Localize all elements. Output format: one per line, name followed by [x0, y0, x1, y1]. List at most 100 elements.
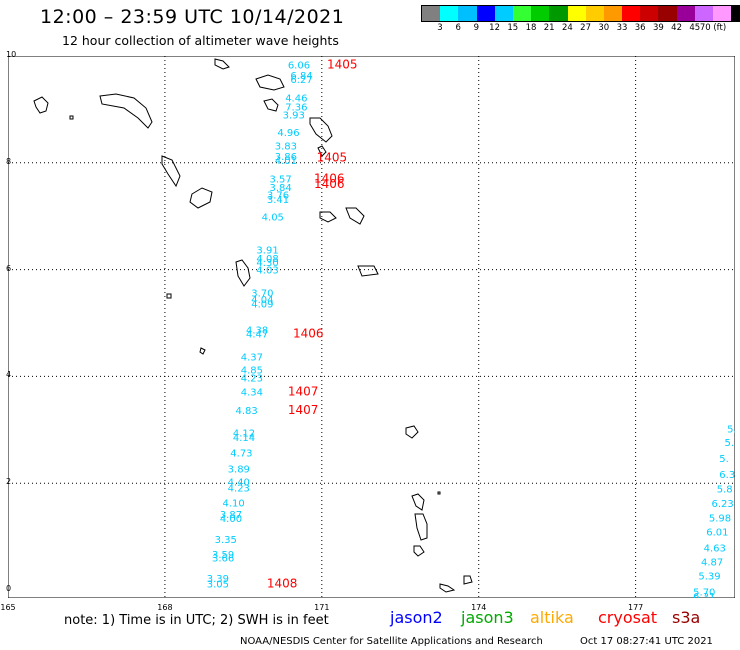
color-scale-label: 15	[507, 23, 519, 33]
color-scale-label: 21	[543, 23, 555, 33]
color-scale-label: 70 (ft)	[699, 23, 727, 33]
island-outline	[199, 347, 206, 355]
wave-height-value: 3.41	[267, 195, 289, 206]
island-outline	[33, 96, 49, 114]
wave-height-value: 3.59	[212, 550, 234, 561]
wave-height-value: 3.87	[220, 510, 242, 521]
color-scale-label: 36	[634, 23, 646, 33]
color-scale-label: 12	[489, 23, 501, 33]
pass-time-label: 1406	[293, 326, 324, 340]
color-swatch	[440, 6, 459, 21]
color-swatch	[549, 6, 568, 21]
wave-height-value: 3.57	[270, 175, 292, 186]
wave-height-value: 4.73	[230, 449, 252, 460]
wave-height-value: 3.35	[215, 535, 237, 546]
color-swatch	[476, 6, 495, 21]
wave-height-value: 4.09	[251, 300, 273, 311]
color-swatch	[603, 6, 623, 21]
wave-height-value: 4.96	[277, 128, 299, 139]
wave-height-value: 4.87	[701, 557, 723, 568]
pass-time-label: 1405	[327, 57, 358, 71]
wave-height-value: 4.14	[233, 433, 255, 444]
island-outline	[263, 98, 279, 112]
wave-height-value: 4.40	[228, 477, 250, 488]
color-scale-label: 6	[455, 23, 461, 33]
longitude-tick-label: 177	[627, 603, 644, 612]
island-outline	[166, 293, 172, 299]
island-outline	[161, 155, 181, 188]
island-outline	[357, 265, 379, 277]
wave-height-value: 3.91	[256, 246, 278, 257]
color-swatch	[713, 6, 732, 21]
island-outline	[414, 513, 428, 541]
latitude-tick-label: 10	[6, 50, 17, 59]
color-swatch	[731, 6, 740, 21]
page-subtitle: 12 hour collection of altimeter wave hei…	[62, 33, 339, 48]
wave-height-labels: 6.066.846.27 4.467.363.93 4.96 3.833.864.01…	[207, 57, 735, 598]
color-swatch	[531, 6, 550, 21]
color-scale-label: 9	[473, 23, 480, 33]
latitude-tick-label: 8	[6, 156, 12, 166]
color-scale-label: 18	[525, 23, 537, 33]
color-swatch	[640, 6, 659, 21]
satellite-legend-jason2: jason2	[390, 608, 443, 627]
wave-height-value: 4.23	[241, 374, 263, 385]
wave-height-value: 3.84	[270, 183, 292, 194]
wave-height-value: 6.27	[290, 75, 312, 86]
color-scale-bar	[421, 5, 740, 22]
wave-height-value: 5.98	[709, 514, 731, 525]
wave-height-value: 6.06	[288, 60, 310, 71]
wave-height-value: 4.01	[275, 156, 297, 167]
island-outline	[99, 93, 153, 129]
wave-height-value: 3.05	[207, 579, 229, 590]
wave-height-value: 6.23	[711, 499, 733, 510]
pass-time-label: 1406	[314, 172, 345, 186]
island-outline	[235, 259, 251, 287]
color-scale-label: 33	[616, 23, 628, 33]
wave-height-value: 6.01	[706, 528, 728, 539]
wave-height-value: 4.12	[233, 429, 255, 440]
wave-height-value: 7.36	[285, 102, 307, 113]
wave-height-value: 4.03	[256, 265, 278, 276]
wave-height-value: 3.39	[207, 574, 229, 585]
color-scale-label: 3	[437, 23, 443, 33]
island-outline	[439, 583, 456, 593]
color-scale-label: 42	[671, 23, 683, 33]
pass-time-label: 1406	[314, 177, 345, 191]
color-swatch	[458, 6, 477, 21]
island-outline	[214, 58, 230, 70]
wave-height-value: 6.3	[719, 470, 735, 481]
wave-height-value: 3.76	[267, 191, 289, 202]
latitude-tick-label: 0	[6, 584, 12, 593]
wave-height-value: 4.38	[246, 326, 268, 337]
island-outline	[189, 187, 213, 209]
wave-height-value: 4.05	[262, 212, 284, 223]
longitude-tick-label: 168	[157, 603, 173, 612]
island-outline	[317, 145, 327, 157]
page-title: 12:00 – 23:59 UTC 10/14/2021	[40, 6, 345, 28]
island-outline	[405, 425, 419, 439]
color-scale-label: 27	[580, 23, 592, 33]
wave-height-value: 4.63	[704, 544, 726, 555]
wave-height-value: 3.93	[283, 110, 305, 121]
color-swatch	[622, 6, 641, 21]
wave-height-value: 4.00	[220, 514, 242, 525]
latitude-tick-label: 4	[6, 370, 12, 380]
wave-height-value: 3.89	[228, 465, 250, 476]
island-outline	[319, 211, 337, 223]
map-frame	[8, 56, 735, 598]
wave-height-value: 4.47	[246, 329, 268, 340]
latitude-tick-label: 6	[6, 263, 12, 273]
wave-height-value: 4.37	[241, 352, 263, 363]
wave-height-value: 4.08	[256, 254, 278, 265]
island-outline	[463, 575, 473, 585]
island-outline	[255, 74, 285, 91]
wave-height-value: 4.46	[285, 93, 307, 104]
wave-height-value: 3.66	[212, 554, 234, 565]
wave-height-value: 3.83	[275, 141, 297, 152]
wave-height-value: 5.	[727, 424, 735, 435]
color-swatch	[567, 6, 586, 21]
island-outline	[309, 117, 333, 143]
color-swatch	[676, 6, 695, 21]
pass-time-label: 1407	[288, 403, 319, 417]
